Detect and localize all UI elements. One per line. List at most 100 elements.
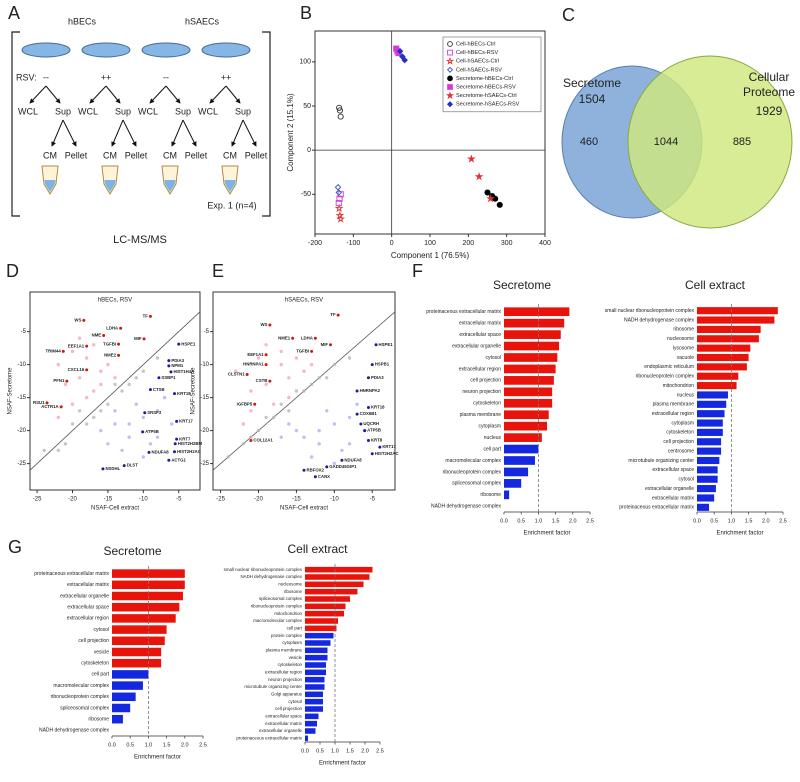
- x-tick-label: 2.0: [361, 748, 369, 754]
- category-label: small nuclear ribonucleoprotein complex: [224, 567, 303, 572]
- point: [61, 349, 65, 353]
- point: [155, 356, 160, 360]
- point-label: GADD45GIP1: [329, 464, 357, 469]
- point: [363, 429, 367, 433]
- point: [175, 419, 179, 423]
- point: [336, 104, 343, 111]
- cell-type: hBECs: [68, 16, 97, 26]
- point-label: HIST1H4A: [173, 369, 194, 374]
- point: [264, 382, 268, 387]
- bar: [697, 410, 725, 418]
- bar: [112, 703, 131, 713]
- bar: [697, 372, 739, 380]
- point: [334, 203, 344, 213]
- point: [287, 422, 291, 426]
- category-label: ribonucleoprotein complex: [636, 374, 695, 380]
- pellet-label: Pellet: [65, 150, 88, 160]
- category-label: cytosol: [288, 699, 302, 704]
- bar: [504, 456, 535, 465]
- legend-marker: [445, 56, 455, 65]
- bar: [697, 400, 727, 408]
- category-label: cytoplasm: [478, 423, 501, 429]
- x-axis-label: Enrichment factor: [523, 531, 570, 537]
- x-tick-label: 1.0: [331, 748, 339, 754]
- point: [332, 422, 337, 426]
- point: [249, 389, 253, 393]
- point: [226, 455, 230, 459]
- plot-frame: [212, 291, 396, 491]
- point: [85, 368, 89, 372]
- point-label: CSTB: [256, 378, 268, 383]
- y-tick-label: -5: [204, 329, 210, 335]
- method-label: LC-MS/MS: [113, 234, 167, 246]
- point: [325, 465, 329, 469]
- experiment-note: Exp. 1 (n=4): [207, 200, 256, 210]
- point: [113, 382, 117, 387]
- category-label: cytosol: [93, 627, 109, 633]
- panel-label: G: [8, 537, 22, 557]
- point: [127, 435, 131, 439]
- x-tick-label: 0.0: [500, 518, 508, 524]
- category-label: neuron projection: [268, 677, 302, 682]
- point: [302, 389, 306, 393]
- category-label: vesicle: [289, 655, 303, 660]
- x-tick-label: -15: [292, 497, 301, 503]
- x-tick-label: -100: [346, 240, 360, 247]
- y-tick-label: -5: [21, 329, 27, 335]
- category-label: ribonucleoprotein complex: [443, 469, 502, 475]
- arrow: [51, 119, 64, 147]
- category-label: cell part: [483, 446, 501, 452]
- category-label: ribonucleoprotein complex: [51, 694, 110, 700]
- category-label: nucleosome: [278, 581, 302, 586]
- legend-label: Cell-hSAECs-Ctrl: [456, 59, 499, 65]
- category-label: plasma membrane: [266, 647, 303, 652]
- category-label: nucleus: [484, 435, 502, 441]
- category-label: extracellular matrix: [67, 582, 109, 588]
- point: [287, 376, 291, 380]
- arrow: [89, 85, 107, 104]
- point: [302, 435, 306, 439]
- arrow: [182, 119, 197, 147]
- category-label: cytoplasm: [671, 420, 694, 426]
- bracket: [11, 31, 271, 217]
- point: [119, 326, 123, 330]
- legend-marker: [447, 49, 453, 56]
- wcl-label: WCL: [138, 106, 158, 116]
- point-label: COL12A1: [253, 438, 273, 443]
- point-label: KRT7: [179, 436, 191, 441]
- category-label: endoplasmic reticulum: [644, 364, 694, 370]
- arrow: [62, 119, 77, 147]
- bar: [697, 485, 716, 493]
- bar: [504, 341, 560, 351]
- point-label: ACTR1A: [41, 404, 58, 409]
- point-label: HIST2H2AC: [375, 451, 399, 456]
- y-tick-label: -25: [200, 461, 209, 467]
- bar: [697, 456, 720, 465]
- category-label: plasma membrane: [653, 402, 695, 408]
- point: [302, 369, 306, 373]
- bar: [697, 307, 778, 315]
- panel-label: C: [562, 5, 575, 25]
- culture-dish: [141, 42, 191, 58]
- point: [70, 402, 75, 406]
- chart-title: Secretome: [493, 278, 551, 292]
- point: [287, 395, 291, 400]
- point: [241, 442, 246, 446]
- category-label: cell part: [287, 625, 303, 630]
- point: [355, 402, 359, 406]
- bar: [305, 662, 326, 668]
- legend-marker: [446, 66, 454, 73]
- point-label: WS: [260, 322, 267, 327]
- bar: [112, 636, 165, 646]
- point: [167, 359, 171, 363]
- point: [294, 428, 299, 433]
- bar: [305, 610, 344, 617]
- point: [70, 422, 75, 426]
- point: [241, 422, 246, 426]
- chart-title: Secretome: [103, 544, 161, 558]
- bar: [305, 654, 328, 661]
- legend-label: Secretome-hSAECs-Ctrl: [456, 93, 517, 99]
- point: [378, 445, 382, 449]
- chart-title: hBECs, RSV: [98, 298, 132, 304]
- bar: [697, 363, 747, 371]
